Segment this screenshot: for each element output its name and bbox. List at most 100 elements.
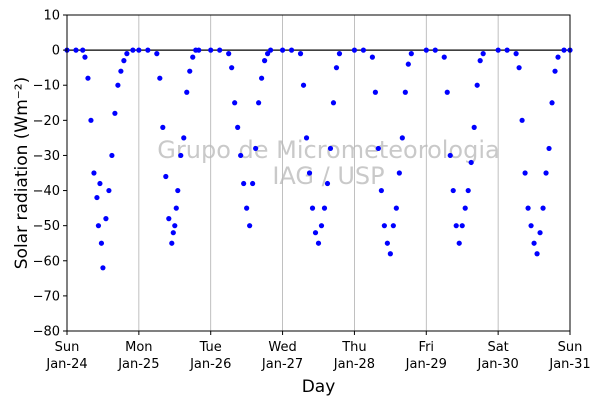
data-point [534,251,540,257]
y-axis-title: Solar radiation (Wm⁻²) [12,77,32,269]
data-point [456,240,462,246]
data-point [495,47,501,53]
x-tick-date: Jan-29 [405,357,447,372]
data-point [217,47,223,53]
data-point [432,47,438,53]
data-point [471,124,477,130]
data-point [232,100,238,106]
data-point [474,82,480,88]
data-point [196,47,202,53]
x-tick-date: Jan-27 [261,357,303,372]
data-point [528,223,534,229]
data-point [561,47,567,53]
data-point [462,205,468,211]
y-tick-label: 10 [43,9,60,24]
data-point [145,47,151,53]
y-tick-label: −70 [33,289,60,304]
data-point [181,135,187,141]
data-point [85,75,91,81]
data-point [369,54,375,60]
data-point [408,51,414,57]
data-point [259,75,265,81]
plot-area-frame [66,14,571,332]
data-point [447,152,453,159]
data-point [166,216,172,222]
y-tick-label: −50 [33,219,60,234]
data-point [172,223,178,229]
data-point [450,187,456,194]
data-point [73,47,79,53]
data-point [525,205,531,211]
data-point [459,223,465,229]
data-point [124,51,130,57]
x-tick-date: Jan-28 [333,357,375,372]
y-axis-ticks: 10 0 −10 −20 −30 −40 −50 −60 −70 −80 [33,9,67,340]
data-point [315,240,322,246]
data-point [173,205,179,211]
data-point [513,51,519,57]
data-point [480,51,486,57]
data-point [262,58,268,64]
data-point [118,68,124,74]
data-point [375,145,381,152]
data-point [253,145,259,152]
data-point [130,47,136,53]
data-point [522,170,528,176]
x-tick-date: Jan-26 [189,357,231,372]
y-tick-label: −40 [33,184,60,199]
x-tick-weekday: Wed [268,340,296,355]
data-point [160,124,166,130]
data-point [109,152,115,159]
data-point [552,68,558,74]
data-point [136,47,142,53]
data-point [399,135,405,141]
data-point [98,240,105,246]
data-point [121,58,127,64]
data-point [453,223,459,229]
x-tick-weekday: Mon [125,340,152,355]
x-tick-date: Jan-30 [477,357,519,372]
data-point [405,61,411,67]
data-point [336,51,343,57]
data-point [226,51,232,57]
data-points [64,47,573,271]
data-point [465,187,471,194]
data-point [267,47,274,53]
data-point [306,170,313,176]
data-point [360,47,367,53]
y-tick-label: −60 [33,254,60,269]
data-point [381,223,387,229]
data-point [555,54,561,60]
data-point [297,51,304,57]
data-point [184,89,190,95]
data-point [324,180,331,187]
data-point [333,65,340,71]
data-point [88,117,94,123]
data-point [477,58,483,64]
data-point [519,117,525,123]
data-point [309,205,316,211]
data-point [247,223,253,229]
data-point [80,47,86,53]
data-point [384,240,390,246]
data-point [303,135,310,141]
data-point [106,187,112,194]
data-point [112,110,118,116]
data-point [312,230,319,236]
data-point [169,240,175,246]
data-point [543,170,549,176]
data-point [531,240,537,246]
x-tick-date: Jan-25 [117,357,159,372]
data-point [175,187,181,194]
data-point [546,145,552,152]
data-point [265,51,271,57]
x-tick-weekday: Sun [558,340,583,355]
x-axis-ticks: Sun Jan-24 Mon Jan-25 Tue Jan-26 Wed Jan-27 Thu J… [45,331,591,372]
data-point [396,170,402,176]
data-point [504,47,510,53]
data-point [468,159,474,166]
data-point [330,100,337,106]
vertical-gridlines [138,15,499,331]
data-point [250,180,256,187]
